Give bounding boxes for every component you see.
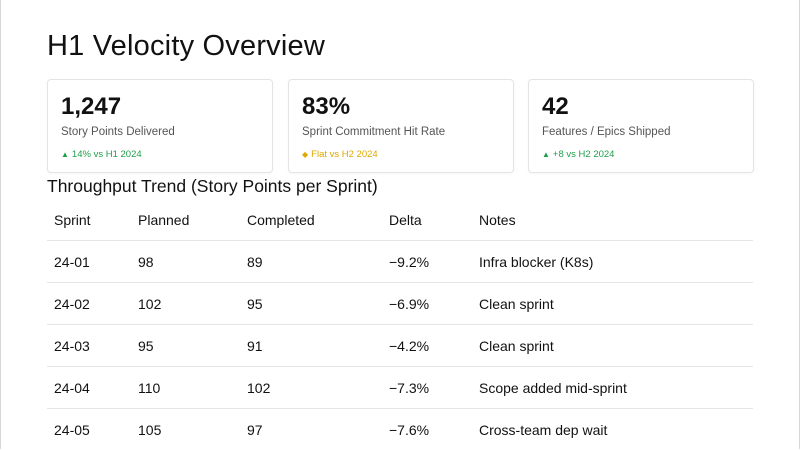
section-title: Throughput Trend (Story Points per Sprin… xyxy=(47,176,378,197)
cell-planned: 95 xyxy=(131,325,240,367)
cell-delta: −7.3% xyxy=(382,367,472,409)
kpi-value: 83% xyxy=(302,93,350,121)
cell-planned: 105 xyxy=(131,409,240,450)
cell-sprint: 24-03 xyxy=(47,325,131,367)
cell-planned: 102 xyxy=(131,283,240,325)
kpi-delta: ◆Flat vs H2 2024 xyxy=(302,149,378,160)
cell-notes: Infra blocker (K8s) xyxy=(472,241,753,283)
column-header-sprint: Sprint xyxy=(47,200,131,241)
triangle-up-icon: ▲ xyxy=(61,150,69,159)
kpi-label: Features / Epics Shipped xyxy=(542,126,671,138)
kpi-delta: ▲14% vs H1 2024 xyxy=(61,149,142,160)
cell-completed: 102 xyxy=(240,367,382,409)
kpi-card-story-points: 1,247 Story Points Delivered ▲14% vs H1 … xyxy=(47,79,273,173)
triangle-up-icon: ▲ xyxy=(542,150,550,159)
throughput-table: Sprint Planned Completed Delta Notes 24-… xyxy=(47,200,753,450)
cell-delta: −7.6% xyxy=(382,409,472,450)
table-row: 24-02 102 95 −6.9% Clean sprint xyxy=(47,283,753,325)
cell-sprint: 24-01 xyxy=(47,241,131,283)
cell-sprint: 24-04 xyxy=(47,367,131,409)
cell-completed: 95 xyxy=(240,283,382,325)
column-header-notes: Notes xyxy=(472,200,753,241)
cell-notes: Clean sprint xyxy=(472,325,753,367)
cell-delta: −9.2% xyxy=(382,241,472,283)
table-row: 24-04 110 102 −7.3% Scope added mid-spri… xyxy=(47,367,753,409)
page-title: H1 Velocity Overview xyxy=(47,30,325,63)
kpi-label: Story Points Delivered xyxy=(61,126,175,138)
cell-completed: 97 xyxy=(240,409,382,450)
kpi-label: Sprint Commitment Hit Rate xyxy=(302,126,445,138)
cell-planned: 110 xyxy=(131,367,240,409)
cell-notes: Clean sprint xyxy=(472,283,753,325)
column-header-completed: Completed xyxy=(240,200,382,241)
cell-completed: 91 xyxy=(240,325,382,367)
table-row: 24-03 95 91 −4.2% Clean sprint xyxy=(47,325,753,367)
kpi-delta-text: +8 vs H2 2024 xyxy=(553,149,615,160)
cell-planned: 98 xyxy=(131,241,240,283)
table-row: 24-01 98 89 −9.2% Infra blocker (K8s) xyxy=(47,241,753,283)
kpi-delta: ▲+8 vs H2 2024 xyxy=(542,149,614,160)
cell-delta: −6.9% xyxy=(382,283,472,325)
cell-notes: Scope added mid-sprint xyxy=(472,367,753,409)
column-header-delta: Delta xyxy=(382,200,472,241)
table-row: 24-05 105 97 −7.6% Cross-team dep wait xyxy=(47,409,753,450)
cell-sprint: 24-02 xyxy=(47,283,131,325)
kpi-delta-text: 14% vs H1 2024 xyxy=(72,149,142,160)
kpi-delta-text: Flat vs H2 2024 xyxy=(311,149,378,160)
kpi-value: 1,247 xyxy=(61,93,121,121)
cell-delta: −4.2% xyxy=(382,325,472,367)
cell-completed: 89 xyxy=(240,241,382,283)
column-header-planned: Planned xyxy=(131,200,240,241)
diamond-icon: ◆ xyxy=(302,150,308,159)
kpi-value: 42 xyxy=(542,93,569,121)
cell-notes: Cross-team dep wait xyxy=(472,409,753,450)
cell-sprint: 24-05 xyxy=(47,409,131,450)
kpi-card-features-shipped: 42 Features / Epics Shipped ▲+8 vs H2 20… xyxy=(528,79,754,173)
table-header-row: Sprint Planned Completed Delta Notes xyxy=(47,200,753,241)
kpi-card-commitment-rate: 83% Sprint Commitment Hit Rate ◆Flat vs … xyxy=(288,79,514,173)
